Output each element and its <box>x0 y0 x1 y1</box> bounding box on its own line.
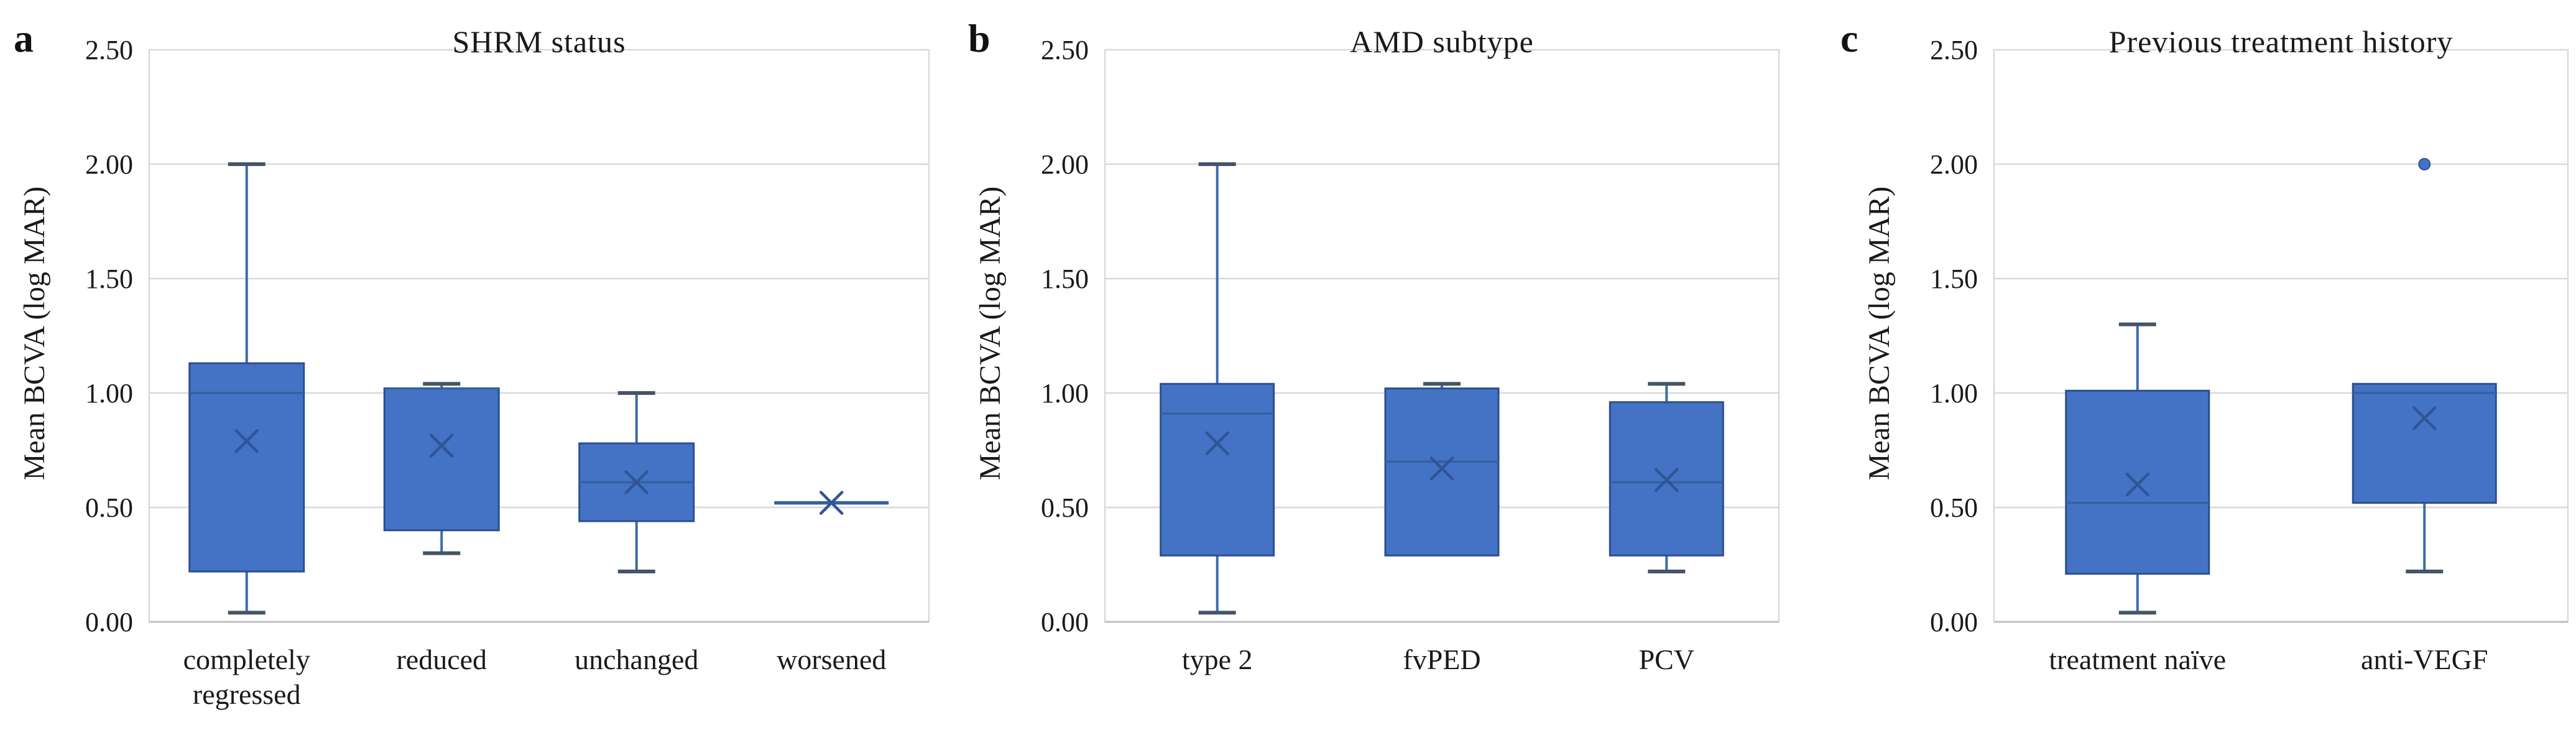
panel-a-y-axis-label: Mean BCVA (log MAR) <box>18 186 51 481</box>
panel-a-mean-marker-worsened <box>819 491 844 515</box>
panel-a-y-tick-label: 0.50 <box>85 493 133 523</box>
panel-c-y-tick-label: 2.50 <box>1930 35 1978 65</box>
panel-a-category-label-unchanged: unchanged <box>575 644 698 675</box>
panel-b-mean-marker-type-2 <box>1205 431 1229 456</box>
panel-a-category-label-completely-regressed: completely <box>183 644 310 675</box>
panel-a-mean-marker-reduced <box>430 433 454 458</box>
panel-c-box-treatment-na-ve <box>2065 389 2210 575</box>
panel-b-box-fvped <box>1384 387 1500 557</box>
panel-b-letter: b <box>968 16 990 60</box>
panel-b-y-tick-label: 2.50 <box>1041 35 1089 65</box>
panel-c-mean-marker-treatment-na-ve <box>2125 472 2149 497</box>
panel-c-outlier-anti-vegf <box>2418 158 2431 170</box>
panel-a-category-label-completely-regressed: regressed <box>193 678 301 710</box>
panel-a-category-label-reduced: reduced <box>396 644 487 675</box>
panel-c-y-tick-label: 1.00 <box>1930 378 1978 409</box>
panel-b-mean-marker-pcv <box>1655 468 1679 493</box>
panel-b-y-axis-label: Mean BCVA (log MAR) <box>974 186 1007 481</box>
panel-b-y-tick-label: 2.00 <box>1041 149 1089 180</box>
panel-a-mean-marker-unchanged <box>624 470 649 494</box>
panel-c-mean-marker-anti-vegf <box>2412 406 2437 430</box>
panel-a-y-tick-label: 1.00 <box>85 378 133 409</box>
panel-b-y-tick-label: 1.50 <box>1041 264 1089 294</box>
panel-c-box-anti-vegf <box>2352 382 2497 504</box>
panel-a-y-tick-label: 0.00 <box>85 607 133 637</box>
panel-a-title: SHRM status <box>452 24 626 59</box>
panel-c-y-tick-label: 0.50 <box>1930 493 1978 523</box>
panel-c-y-axis-label: Mean BCVA (log MAR) <box>1863 186 1896 481</box>
panel-b-category-label-fvped: fvPED <box>1403 644 1480 675</box>
panel-b-y-tick-label: 1.00 <box>1041 378 1089 409</box>
panel-b-category-label-pcv: PCV <box>1639 644 1694 675</box>
panel-a-category-label-worsened: worsened <box>777 644 886 675</box>
panel-c-y-tick-label: 0.00 <box>1930 607 1978 637</box>
panel-b-box-type-2 <box>1160 382 1275 557</box>
panel-a-y-tick-label: 1.50 <box>85 264 133 294</box>
panel-a-y-tick-label: 2.50 <box>85 35 133 65</box>
panel-c-y-tick-label: 1.50 <box>1930 264 1978 294</box>
panel-b-title: AMD subtype <box>1350 24 1534 59</box>
panel-b-y-tick-label: 0.00 <box>1041 607 1089 637</box>
panel-c-category-label-anti-vegf: anti-VEGF <box>2361 644 2488 675</box>
panel-a-mean-marker-completely-regressed <box>234 429 259 453</box>
panel-a-y-tick-label: 2.00 <box>85 149 133 180</box>
panel-b-mean-marker-fvped <box>1429 456 1454 481</box>
panel-c-title: Previous treatment history <box>2108 24 2454 59</box>
panel-a-box-reduced <box>383 387 500 532</box>
panel-c-y-tick-label: 2.00 <box>1930 149 1978 180</box>
panel-a-box-completely-regressed <box>188 362 305 573</box>
panel-b-category-label-type-2: type 2 <box>1182 644 1253 675</box>
panel-c-category-label-treatment-na-ve: treatment naïve <box>2049 644 2226 675</box>
panel-b-y-tick-label: 0.50 <box>1041 493 1089 523</box>
panel-a-letter: a <box>14 16 34 60</box>
panel-c-letter: c <box>1840 16 1858 60</box>
